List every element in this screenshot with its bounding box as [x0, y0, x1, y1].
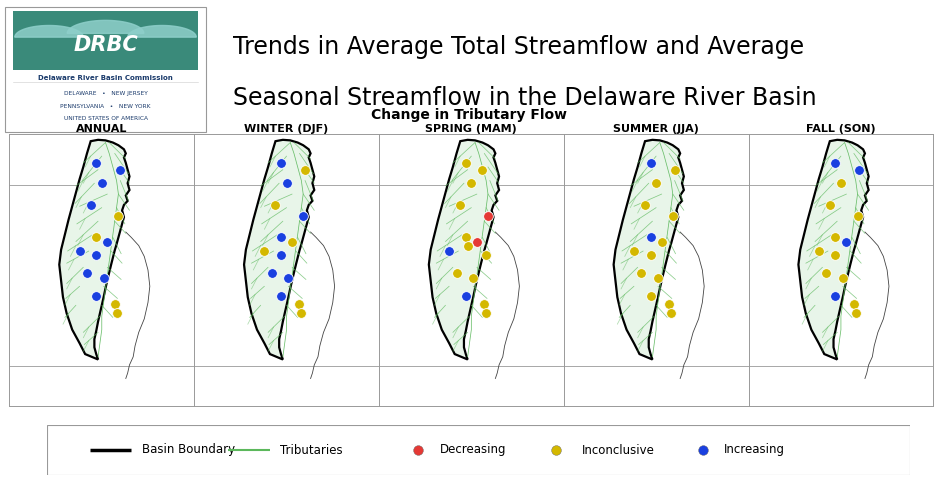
Text: Seasonal Streamflow in the Delaware River Basin: Seasonal Streamflow in the Delaware Rive… [233, 86, 816, 110]
Text: Inconclusive: Inconclusive [582, 444, 655, 456]
Text: Decreasing: Decreasing [440, 444, 506, 456]
Polygon shape [798, 140, 869, 360]
Polygon shape [15, 25, 83, 37]
Polygon shape [244, 140, 314, 360]
Title: FALL (SON): FALL (SON) [806, 124, 876, 133]
Text: Increasing: Increasing [724, 444, 785, 456]
Text: Delaware River Basin Commission: Delaware River Basin Commission [38, 75, 173, 81]
Text: DRBC: DRBC [73, 35, 138, 55]
Text: UNITED STATES OF AMERICA: UNITED STATES OF AMERICA [64, 116, 147, 121]
Polygon shape [429, 140, 499, 360]
Polygon shape [68, 20, 144, 34]
Polygon shape [128, 25, 196, 37]
Text: PENNSYLVANIA   •   NEW YORK: PENNSYLVANIA • NEW YORK [60, 104, 151, 109]
Title: SUMMER (JJA): SUMMER (JJA) [613, 124, 699, 133]
Polygon shape [613, 140, 684, 360]
Title: ANNUAL: ANNUAL [76, 124, 128, 133]
Text: Basin Boundary: Basin Boundary [142, 444, 234, 456]
Bar [13, 11, 198, 70]
Text: Trends in Average Total Streamflow and Average: Trends in Average Total Streamflow and A… [233, 35, 804, 59]
Polygon shape [59, 140, 129, 360]
Text: Change in Tributary Flow: Change in Tributary Flow [371, 108, 567, 122]
Text: Tributaries: Tributaries [280, 444, 342, 456]
Title: SPRING (MAM): SPRING (MAM) [426, 124, 517, 133]
Text: DELAWARE   •   NEW JERSEY: DELAWARE • NEW JERSEY [64, 91, 147, 96]
Title: WINTER (DJF): WINTER (DJF) [245, 124, 328, 133]
